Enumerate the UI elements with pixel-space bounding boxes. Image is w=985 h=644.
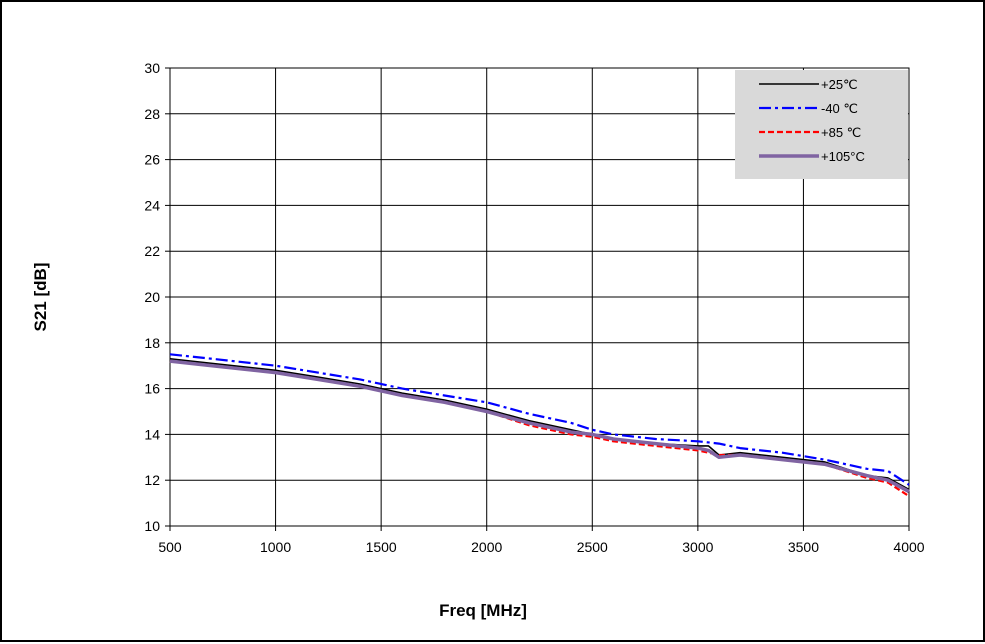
x-tick-label: 3000 xyxy=(682,539,713,555)
x-tick-label: 1000 xyxy=(260,539,291,555)
y-tick-label: 26 xyxy=(144,152,160,168)
y-tick-label: 30 xyxy=(144,60,160,76)
y-tick-label: 24 xyxy=(144,197,160,213)
y-tick-label: 20 xyxy=(144,289,160,305)
x-axis-title: Freq [MHz] xyxy=(439,601,527,620)
legend: +25℃ -40 ℃ +85 ℃ +105°C xyxy=(735,70,908,179)
legend-label-1: -40 ℃ xyxy=(821,101,858,116)
x-tick-label: 1500 xyxy=(366,539,397,555)
x-tick-label: 3500 xyxy=(788,539,819,555)
y-tick-label: 22 xyxy=(144,243,160,259)
legend-label-2: +85 ℃ xyxy=(821,125,861,140)
y-tick-label: 18 xyxy=(144,335,160,351)
legend-label-3: +105°C xyxy=(821,149,865,164)
x-tick-label: 500 xyxy=(158,539,182,555)
y-tick-label: 14 xyxy=(144,426,160,442)
y-axis-title: S21 [dB] xyxy=(31,263,50,332)
x-tick-label: 2500 xyxy=(577,539,608,555)
x-tick-label: 2000 xyxy=(471,539,502,555)
y-tick-label: 10 xyxy=(144,518,160,534)
x-tick-label: 4000 xyxy=(893,539,924,555)
y-tick-label: 28 xyxy=(144,106,160,122)
legend-label-0: +25℃ xyxy=(821,77,858,92)
y-tick-label: 12 xyxy=(144,472,160,488)
y-tick-label: 16 xyxy=(144,381,160,397)
